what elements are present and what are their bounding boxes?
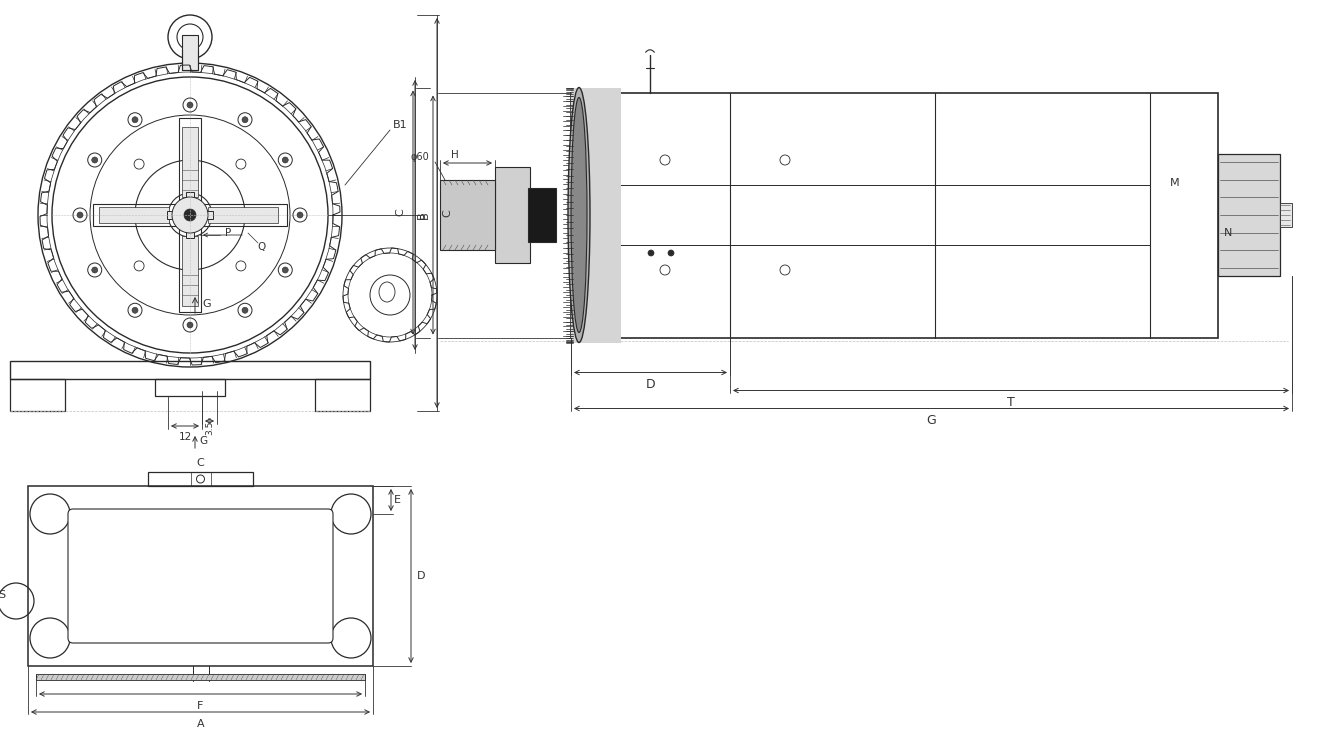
Circle shape (91, 267, 98, 273)
Circle shape (184, 209, 196, 221)
Circle shape (187, 102, 193, 108)
Text: D: D (417, 571, 425, 581)
Circle shape (648, 250, 654, 256)
Bar (183, 236, 198, 306)
Bar (11, 379, 65, 411)
Text: S: S (0, 590, 5, 600)
Ellipse shape (378, 282, 396, 302)
Circle shape (282, 267, 288, 273)
Bar (572, 93, 1218, 337)
Bar (441, 180, 495, 250)
Circle shape (132, 116, 138, 123)
Text: H: H (451, 150, 459, 160)
Circle shape (668, 250, 673, 256)
Bar (1218, 154, 1279, 276)
Text: M: M (1170, 178, 1180, 188)
Ellipse shape (572, 98, 587, 333)
Bar (495, 167, 531, 263)
Text: B1: B1 (393, 120, 407, 130)
Text: C: C (197, 458, 204, 468)
Text: C: C (396, 209, 405, 216)
Text: A: A (197, 719, 204, 729)
Text: F: F (197, 701, 204, 711)
Text: T: T (1007, 396, 1015, 409)
Text: B: B (417, 211, 427, 219)
Text: N: N (1224, 228, 1232, 238)
Bar (208, 207, 278, 223)
Circle shape (242, 116, 247, 123)
Circle shape (187, 322, 193, 328)
Bar (99, 207, 169, 223)
Text: G: G (926, 414, 937, 427)
Bar (572, 87, 620, 342)
Bar (93, 204, 179, 226)
Bar (36, 674, 365, 680)
Circle shape (172, 197, 208, 233)
Circle shape (282, 157, 288, 163)
Text: φ60: φ60 (410, 152, 430, 162)
Bar (179, 227, 201, 312)
Text: Q: Q (258, 242, 266, 252)
Ellipse shape (568, 87, 590, 342)
Bar (183, 127, 198, 197)
Circle shape (296, 212, 303, 218)
Bar (315, 379, 370, 411)
Text: 3.5: 3.5 (205, 421, 214, 435)
Text: 12: 12 (179, 432, 192, 442)
Text: G: G (202, 299, 212, 309)
Bar (1279, 203, 1293, 227)
Bar (148, 472, 253, 486)
Bar (183, 35, 198, 70)
Bar (11, 361, 370, 379)
Bar (179, 118, 201, 203)
Bar (528, 188, 556, 242)
Circle shape (77, 212, 83, 218)
Text: B: B (419, 211, 430, 219)
Text: G: G (198, 436, 208, 446)
Bar (167, 211, 213, 219)
Circle shape (132, 307, 138, 313)
Text: P: P (225, 228, 232, 238)
Bar (155, 379, 225, 396)
Text: C: C (442, 209, 452, 217)
Circle shape (242, 307, 247, 313)
Bar (187, 192, 194, 238)
Bar (28, 486, 373, 666)
Circle shape (91, 157, 98, 163)
Text: E: E (393, 495, 401, 505)
FancyBboxPatch shape (67, 509, 333, 643)
Text: D: D (646, 378, 655, 391)
Bar (202, 204, 287, 226)
